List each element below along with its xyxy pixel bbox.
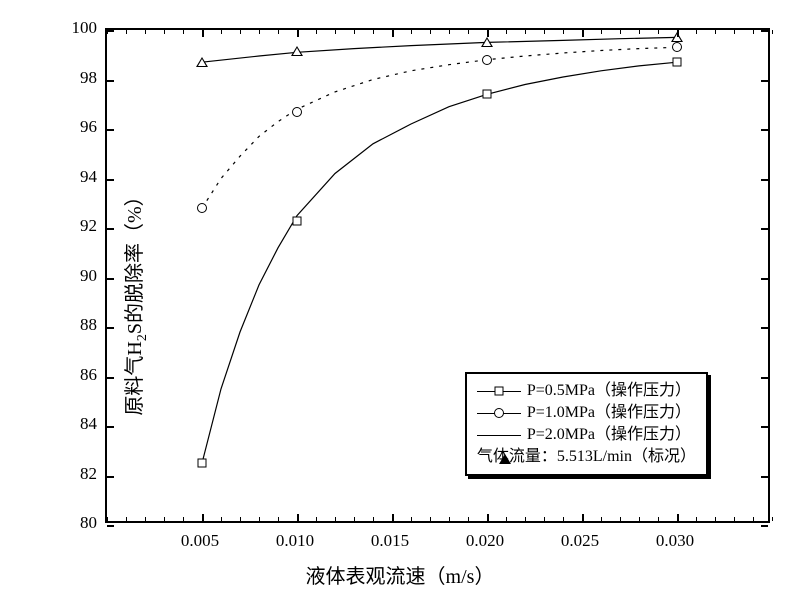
data-marker: [198, 459, 207, 468]
data-marker: [483, 90, 492, 99]
data-marker: [197, 203, 207, 213]
legend-item: P=0.5MPa（操作压力）: [477, 380, 696, 402]
data-marker: [196, 57, 208, 67]
y-tick-label: 88: [80, 315, 97, 335]
data-marker: [293, 216, 302, 225]
legend-item: P=1.0MPa（操作压力）: [477, 402, 696, 424]
y-tick-label: 82: [80, 464, 97, 484]
y-tick-label: 84: [80, 414, 97, 434]
y-tick-label: 96: [80, 117, 97, 137]
data-marker: [672, 42, 682, 52]
data-marker: [291, 46, 303, 56]
x-axis-title: 液体表观流速（m/s）: [306, 560, 495, 589]
x-tick-label: 0.025: [561, 531, 599, 551]
data-marker: [481, 37, 493, 47]
y-tick-label: 90: [80, 266, 97, 286]
x-tick-label: 0.030: [656, 531, 694, 551]
data-marker: [292, 107, 302, 117]
x-tick-label: 0.020: [466, 531, 504, 551]
plot-area: P=0.5MPa（操作压力）P=1.0MPa（操作压力）P=2.0MPa（操作压…: [105, 28, 770, 523]
legend-item: P=2.0MPa（操作压力）: [477, 424, 696, 446]
x-tick-label: 0.005: [181, 531, 219, 551]
data-marker: [673, 58, 682, 67]
y-tick-label: 100: [72, 18, 98, 38]
data-marker: [482, 55, 492, 65]
x-tick-label: 0.015: [371, 531, 409, 551]
x-tick-label: 0.010: [276, 531, 314, 551]
y-tick-label: 86: [80, 365, 97, 385]
y-tick-label: 92: [80, 216, 97, 236]
y-tick-label: 98: [80, 68, 97, 88]
y-axis-title: 原料气H2S的脱除率（%）: [118, 186, 151, 415]
legend-box: P=0.5MPa（操作压力）P=1.0MPa（操作压力）P=2.0MPa（操作压…: [465, 372, 708, 476]
y-tick-label: 94: [80, 167, 97, 187]
chart-container: P=0.5MPa（操作压力）P=1.0MPa（操作压力）P=2.0MPa（操作压…: [0, 0, 800, 601]
y-tick-label: 80: [80, 513, 97, 533]
